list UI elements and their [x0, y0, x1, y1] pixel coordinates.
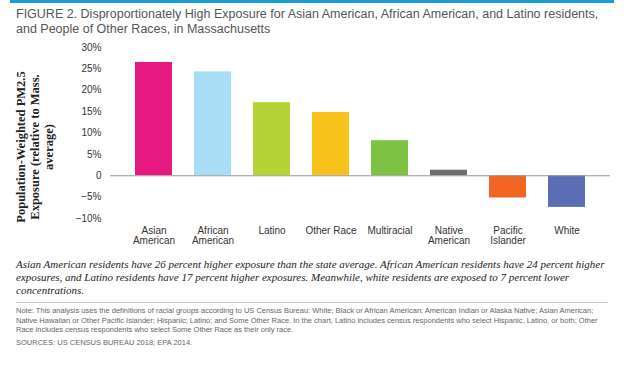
html-text:SOURCES: US CENSUS BUREAU 2018: SOURCES: US CENSUS BUREAU 2018; EPA 2014…	[16, 337, 193, 347]
html-text:Population-Weighted PM2.5 Expo: Population-Weighted PM2.5 Exposure (rela…	[14, 70, 56, 223]
svg-text:NativeAmerican: NativeAmerican	[428, 225, 470, 246]
svg-text:20%: 20%	[81, 84, 101, 95]
svg-text:−5%: −5%	[81, 191, 101, 202]
svg-text:10%: 10%	[81, 127, 101, 138]
svg-text:White: White	[554, 225, 580, 236]
svg-text:PacificIslander: PacificIslander	[490, 225, 526, 246]
html-text:Note: This analysis uses the d: Note: This analysis uses the definitions…	[16, 306, 598, 334]
svg-text:25%: 25%	[81, 63, 101, 74]
svg-text:15%: 15%	[81, 106, 101, 117]
svg-text:AsianAmerican: AsianAmerican	[133, 225, 175, 246]
svg-text:5%: 5%	[87, 149, 102, 160]
svg-text:0: 0	[96, 170, 102, 181]
html-text:Asian American residents have: Asian American residents have 26 percent…	[16, 258, 605, 296]
svg-text:Latino: Latino	[258, 225, 286, 236]
svg-text:Other Race: Other Race	[305, 225, 357, 236]
svg-text:30%: 30%	[81, 42, 101, 53]
html-text:FIGURE 2. Disproportionately H: FIGURE 2. Disproportionately High Exposu…	[16, 7, 599, 36]
svg-text:Multiracial: Multiracial	[367, 225, 412, 236]
svg-text:−10%: −10%	[76, 213, 102, 224]
svg-text:AfricanAmerican: AfricanAmerican	[192, 225, 234, 246]
